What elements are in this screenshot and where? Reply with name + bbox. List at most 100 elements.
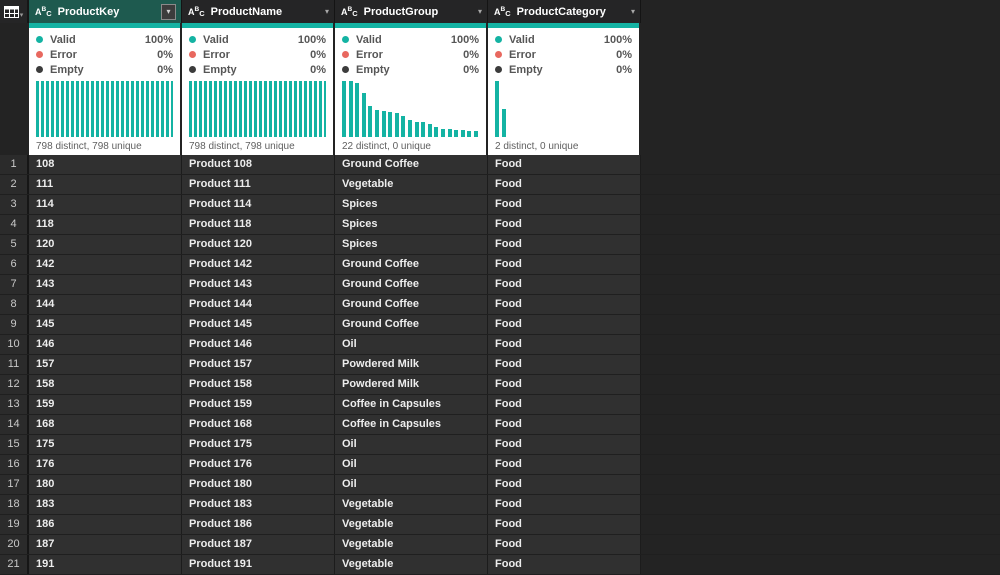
cell-ProductCategory[interactable]: Food [488,515,641,534]
cell-ProductName[interactable]: Product 176 [182,455,335,474]
column-header-ProductCategory[interactable]: ABC ProductCategory ▾ [488,0,641,23]
cell-ProductName[interactable]: Product 108 [182,155,335,174]
cell-ProductKey[interactable]: 157 [29,355,182,374]
cell-ProductCategory[interactable]: Food [488,175,641,194]
column-header-ProductKey[interactable]: ABC ProductKey ▾ [29,0,182,23]
filter-dropdown-icon[interactable]: ▾ [630,6,635,16]
value-distribution-chart-ProductGroup[interactable] [342,81,479,137]
cell-ProductKey[interactable]: 145 [29,315,182,334]
cell-ProductCategory[interactable]: Food [488,335,641,354]
cell-ProductGroup[interactable]: Powdered Milk [335,355,488,374]
cell-ProductCategory[interactable]: Food [488,535,641,554]
cell-ProductName[interactable]: Product 118 [182,215,335,234]
cell-ProductKey[interactable]: 176 [29,455,182,474]
cell-ProductName[interactable]: Product 157 [182,355,335,374]
cell-ProductGroup[interactable]: Oil [335,475,488,494]
cell-ProductGroup[interactable]: Ground Coffee [335,295,488,314]
cell-ProductKey[interactable]: 111 [29,175,182,194]
cell-ProductCategory[interactable]: Food [488,155,641,174]
cell-ProductCategory[interactable]: Food [488,275,641,294]
cell-ProductName[interactable]: Product 180 [182,475,335,494]
select-all-table-button[interactable]: ▾ [0,0,29,23]
cell-ProductCategory[interactable]: Food [488,375,641,394]
cell-ProductGroup[interactable]: Vegetable [335,175,488,194]
cell-ProductCategory[interactable]: Food [488,235,641,254]
cell-ProductKey[interactable]: 118 [29,215,182,234]
cell-ProductGroup[interactable]: Powdered Milk [335,375,488,394]
cell-ProductKey[interactable]: 144 [29,295,182,314]
cell-ProductCategory[interactable]: Food [488,295,641,314]
cell-ProductKey[interactable]: 180 [29,475,182,494]
cell-ProductKey[interactable]: 114 [29,195,182,214]
cell-ProductName[interactable]: Product 183 [182,495,335,514]
cell-ProductGroup[interactable]: Oil [335,335,488,354]
cell-ProductCategory[interactable]: Food [488,555,641,574]
cell-ProductGroup[interactable]: Vegetable [335,515,488,534]
cell-ProductName[interactable]: Product 120 [182,235,335,254]
cell-ProductName[interactable]: Product 146 [182,335,335,354]
cell-ProductGroup[interactable]: Coffee in Capsules [335,415,488,434]
filter-dropdown-icon[interactable]: ▾ [324,6,329,16]
cell-ProductName[interactable]: Product 144 [182,295,335,314]
cell-ProductGroup[interactable]: Spices [335,215,488,234]
cell-ProductKey[interactable]: 187 [29,535,182,554]
cell-ProductName[interactable]: Product 142 [182,255,335,274]
cell-ProductKey[interactable]: 159 [29,395,182,414]
cell-ProductGroup[interactable]: Ground Coffee [335,255,488,274]
cell-ProductCategory[interactable]: Food [488,355,641,374]
cell-ProductGroup[interactable]: Vegetable [335,535,488,554]
cell-ProductCategory[interactable]: Food [488,495,641,514]
cell-ProductGroup[interactable]: Vegetable [335,555,488,574]
cell-ProductName[interactable]: Product 158 [182,375,335,394]
cell-ProductKey[interactable]: 108 [29,155,182,174]
cell-ProductName[interactable]: Product 145 [182,315,335,334]
value-distribution-chart-ProductCategory[interactable] [495,81,632,137]
cell-ProductName[interactable]: Product 175 [182,435,335,454]
cell-ProductKey[interactable]: 142 [29,255,182,274]
cell-ProductGroup[interactable]: Coffee in Capsules [335,395,488,414]
cell-ProductCategory[interactable]: Food [488,315,641,334]
cell-ProductCategory[interactable]: Food [488,195,641,214]
cell-ProductCategory[interactable]: Food [488,455,641,474]
cell-ProductName[interactable]: Product 168 [182,415,335,434]
cell-ProductName[interactable]: Product 111 [182,175,335,194]
cell-ProductGroup[interactable]: Ground Coffee [335,315,488,334]
cell-ProductName[interactable]: Product 143 [182,275,335,294]
cell-ProductKey[interactable]: 120 [29,235,182,254]
cell-ProductName[interactable]: Product 186 [182,515,335,534]
cell-ProductCategory[interactable]: Food [488,395,641,414]
cell-ProductCategory[interactable]: Food [488,255,641,274]
cell-ProductKey[interactable]: 143 [29,275,182,294]
cell-ProductGroup[interactable]: Spices [335,235,488,254]
cell-ProductKey[interactable]: 146 [29,335,182,354]
cell-ProductCategory[interactable]: Food [488,435,641,454]
cell-ProductGroup[interactable]: Oil [335,455,488,474]
table-menu-dropdown-icon[interactable]: ▾ [19,12,24,19]
cell-ProductKey[interactable]: 158 [29,375,182,394]
column-header-ProductGroup[interactable]: ABC ProductGroup ▾ [335,0,488,23]
distribution-bar [342,81,346,137]
cell-ProductCategory[interactable]: Food [488,475,641,494]
cell-ProductKey[interactable]: 168 [29,415,182,434]
filter-dropdown-icon[interactable]: ▾ [161,3,176,20]
cell-ProductName[interactable]: Product 191 [182,555,335,574]
cell-ProductCategory[interactable]: Food [488,415,641,434]
column-header-ProductName[interactable]: ABC ProductName ▾ [182,0,335,23]
cell-ProductGroup[interactable]: Oil [335,435,488,454]
cell-ProductName[interactable]: Product 159 [182,395,335,414]
cell-ProductGroup[interactable]: Spices [335,195,488,214]
cell-ProductName[interactable]: Product 114 [182,195,335,214]
cell-ProductGroup[interactable]: Ground Coffee [335,275,488,294]
cell-ProductGroup[interactable]: Ground Coffee [335,155,488,174]
filter-dropdown-icon[interactable]: ▾ [477,6,482,16]
value-distribution-chart-ProductName[interactable] [189,81,326,137]
cell-ProductName[interactable]: Product 187 [182,535,335,554]
cell-ProductKey[interactable]: 183 [29,495,182,514]
cell-ProductKey[interactable]: 186 [29,515,182,534]
row-number: 4 [0,215,29,234]
cell-ProductKey[interactable]: 175 [29,435,182,454]
cell-ProductKey[interactable]: 191 [29,555,182,574]
value-distribution-chart-ProductKey[interactable] [36,81,173,137]
cell-ProductGroup[interactable]: Vegetable [335,495,488,514]
cell-ProductCategory[interactable]: Food [488,215,641,234]
